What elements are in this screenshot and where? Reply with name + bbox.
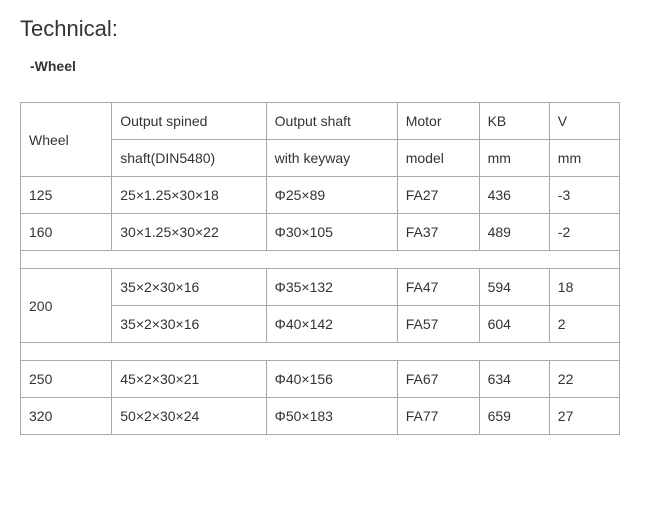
cell-motor: FA47 bbox=[397, 269, 479, 306]
cell-spined: 35×2×30×16 bbox=[112, 306, 266, 343]
section-subtitle: -Wheel bbox=[30, 58, 628, 74]
cell-shaft: Φ25×89 bbox=[266, 177, 397, 214]
header-shaft-sub: with keyway bbox=[266, 140, 397, 177]
cell-kb: 594 bbox=[479, 269, 549, 306]
header-kb-sub: mm bbox=[479, 140, 549, 177]
spacer-cell bbox=[21, 251, 620, 269]
header-v-sub: mm bbox=[549, 140, 619, 177]
cell-shaft: Φ40×142 bbox=[266, 306, 397, 343]
header-spined-sub: shaft(DIN5480) bbox=[112, 140, 266, 177]
table-spacer-row bbox=[21, 343, 620, 361]
header-wheel: Wheel bbox=[21, 103, 112, 177]
cell-shaft: Φ30×105 bbox=[266, 214, 397, 251]
header-shaft: Output shaft bbox=[266, 103, 397, 140]
cell-v: 22 bbox=[549, 361, 619, 398]
table-row: 125 25×1.25×30×18 Φ25×89 FA27 436 -3 bbox=[21, 177, 620, 214]
cell-motor: FA27 bbox=[397, 177, 479, 214]
cell-motor: FA77 bbox=[397, 398, 479, 435]
cell-v: 18 bbox=[549, 269, 619, 306]
spacer-cell bbox=[21, 343, 620, 361]
cell-spined: 30×1.25×30×22 bbox=[112, 214, 266, 251]
page-title: Technical: bbox=[20, 16, 628, 42]
header-motor-sub: model bbox=[397, 140, 479, 177]
cell-kb: 436 bbox=[479, 177, 549, 214]
cell-spined: 45×2×30×21 bbox=[112, 361, 266, 398]
header-spined: Output spined bbox=[112, 103, 266, 140]
cell-spined: 35×2×30×16 bbox=[112, 269, 266, 306]
cell-wheel: 125 bbox=[21, 177, 112, 214]
cell-v: 27 bbox=[549, 398, 619, 435]
cell-kb: 489 bbox=[479, 214, 549, 251]
header-kb: KB bbox=[479, 103, 549, 140]
table-row: 160 30×1.25×30×22 Φ30×105 FA37 489 -2 bbox=[21, 214, 620, 251]
table-row: 320 50×2×30×24 Φ50×183 FA77 659 27 bbox=[21, 398, 620, 435]
header-v: V bbox=[549, 103, 619, 140]
cell-spined: 50×2×30×24 bbox=[112, 398, 266, 435]
cell-motor: FA57 bbox=[397, 306, 479, 343]
cell-motor: FA67 bbox=[397, 361, 479, 398]
table-spacer-row bbox=[21, 251, 620, 269]
cell-wheel: 200 bbox=[21, 269, 112, 343]
cell-kb: 634 bbox=[479, 361, 549, 398]
cell-shaft: Φ35×132 bbox=[266, 269, 397, 306]
cell-wheel: 160 bbox=[21, 214, 112, 251]
cell-wheel: 250 bbox=[21, 361, 112, 398]
cell-shaft: Φ50×183 bbox=[266, 398, 397, 435]
table-header-row-1: Wheel Output spined Output shaft Motor K… bbox=[21, 103, 620, 140]
cell-v: -3 bbox=[549, 177, 619, 214]
cell-spined: 25×1.25×30×18 bbox=[112, 177, 266, 214]
cell-kb: 659 bbox=[479, 398, 549, 435]
cell-v: -2 bbox=[549, 214, 619, 251]
cell-motor: FA37 bbox=[397, 214, 479, 251]
cell-kb: 604 bbox=[479, 306, 549, 343]
cell-shaft: Φ40×156 bbox=[266, 361, 397, 398]
wheel-table: Wheel Output spined Output shaft Motor K… bbox=[20, 102, 620, 435]
table-row: 250 45×2×30×21 Φ40×156 FA67 634 22 bbox=[21, 361, 620, 398]
header-motor: Motor bbox=[397, 103, 479, 140]
table-row: 200 35×2×30×16 Φ35×132 FA47 594 18 bbox=[21, 269, 620, 306]
cell-wheel: 320 bbox=[21, 398, 112, 435]
cell-v: 2 bbox=[549, 306, 619, 343]
